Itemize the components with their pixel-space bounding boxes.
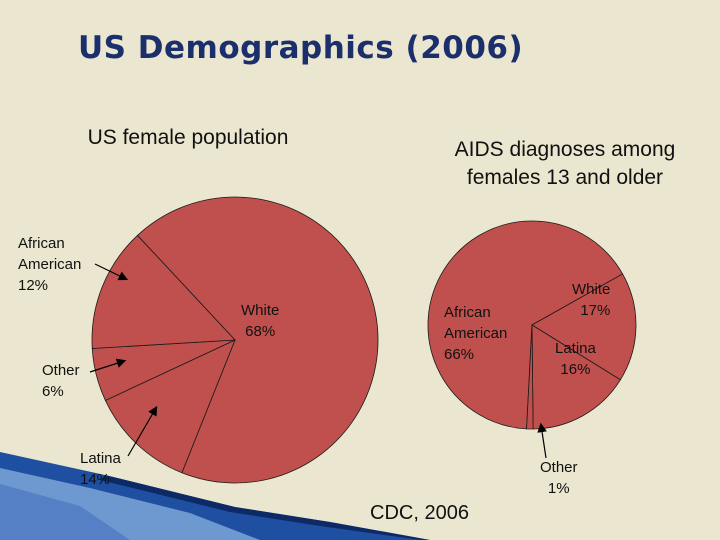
pie-slice-white [531, 273, 637, 381]
pie-right-title-line1: AIDS diagnoses among [454, 138, 676, 161]
label-latina-left: Latina 14% [80, 450, 121, 488]
pie-left-title: US female population [87, 126, 289, 149]
pie-slice-african-american [427, 220, 624, 430]
label-white-left: White 68% [241, 302, 280, 340]
slide-title: US Demographics (2006) [78, 30, 524, 66]
pie-chart-aids-diagnoses [427, 220, 637, 430]
arrow-african-american-left [94, 263, 129, 281]
source-citation: CDC, 2006 [370, 502, 469, 524]
arrow-latina-left [127, 405, 158, 457]
pie-slice-latina [91, 234, 236, 349]
pie-chart-us-female-population [91, 196, 379, 484]
corner-band-decoration [0, 452, 430, 540]
label-african-american-right: African American 66% [444, 304, 508, 363]
label-latina-right: Latina 16% [555, 340, 596, 378]
arrow-other-right [537, 422, 547, 459]
pie-right-title-line2: females 13 and older [466, 166, 664, 189]
pie-right-title: AIDS diagnoses among females 13 and olde… [430, 136, 700, 192]
label-african-american-left: African American 12% [18, 235, 82, 294]
arrow-other-left [89, 358, 127, 373]
label-white-right: White 17% [572, 281, 611, 319]
label-other-right: Other 1% [540, 459, 578, 497]
pie-slice-white [136, 196, 379, 484]
pie-slice-other [526, 324, 534, 430]
label-other-left: Other 6% [42, 362, 80, 400]
